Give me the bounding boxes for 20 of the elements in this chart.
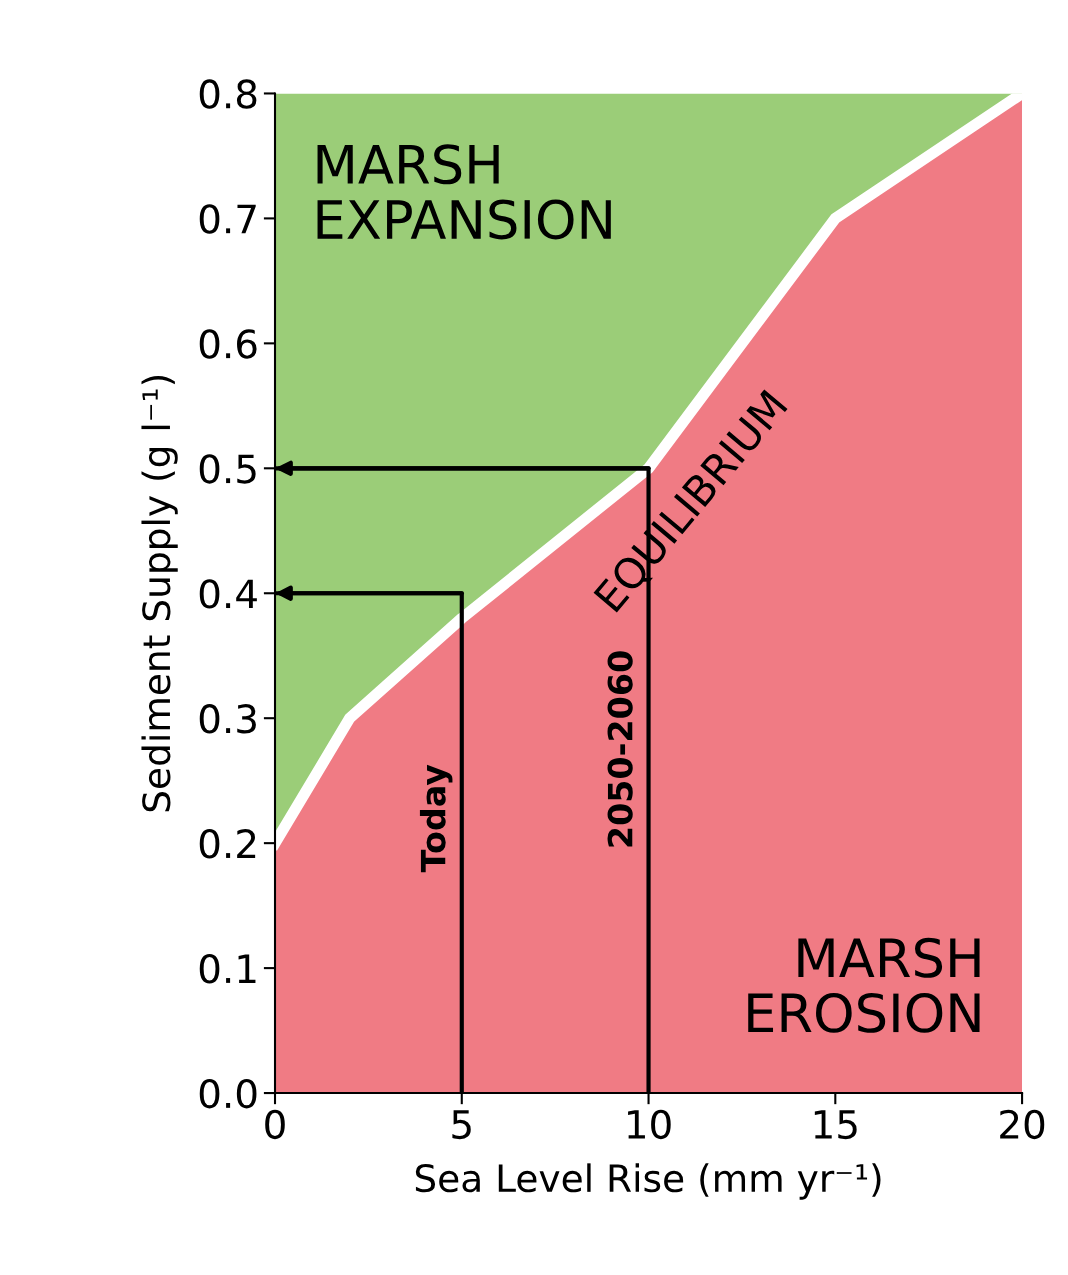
- y-tick-label: 0.4: [199, 579, 257, 609]
- y-tick-label: 0.2: [199, 829, 256, 859]
- x-tick-label: 10: [628, 1109, 671, 1140]
- y-axis-title: Sediment Supply (g l⁻¹): [141, 375, 178, 812]
- y-tick-label: 0.6: [199, 329, 257, 359]
- y-tick-label: 0.3: [199, 704, 256, 734]
- y-tick-label: 0.5: [199, 454, 256, 484]
- annotation: MARSH EROSION: [748, 937, 980, 1033]
- x-tick-label: 20: [1000, 1109, 1045, 1140]
- y-tick-label: 0.8: [199, 79, 257, 109]
- x-axis-title: Sea Level Rise (mm yr⁻¹): [415, 1163, 881, 1200]
- y-tick-label: 0.0: [199, 1078, 257, 1109]
- text: 2050-2060: [607, 651, 633, 847]
- annotation: MARSH EXPANSION: [317, 144, 611, 240]
- x-tick-label: 0: [265, 1109, 285, 1140]
- x-tick-label: 15: [814, 1110, 857, 1140]
- y-tick-label: 0.1: [199, 954, 256, 984]
- y-tick-label: 0.7: [199, 204, 256, 234]
- x-tick-label: 5: [452, 1110, 471, 1140]
- text: Today: [419, 764, 453, 873]
